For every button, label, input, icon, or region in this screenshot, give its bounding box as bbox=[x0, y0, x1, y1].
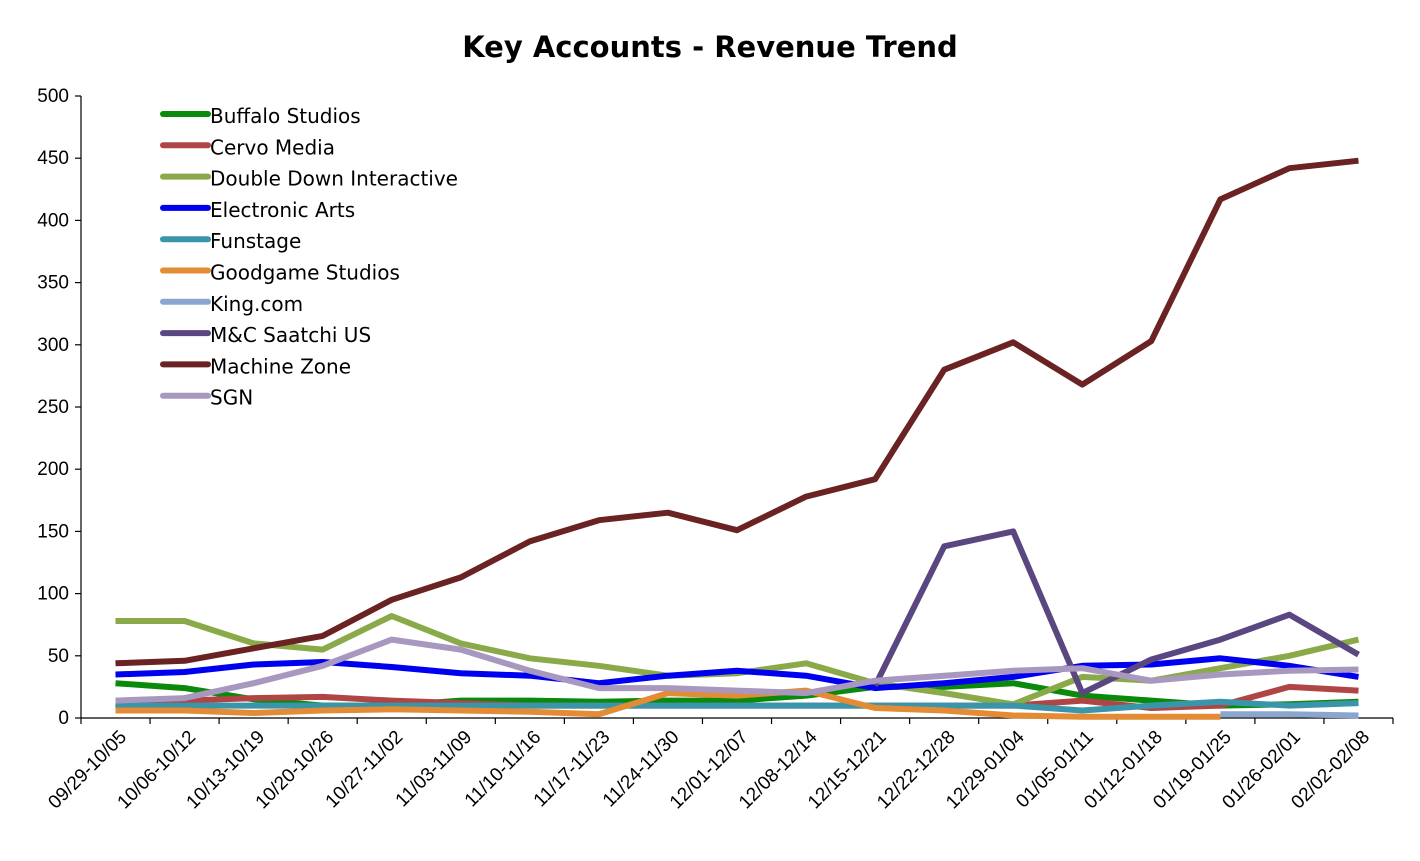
legend-label-machine-zone: Machine Zone bbox=[210, 354, 351, 378]
y-tick-label: 400 bbox=[37, 210, 69, 231]
legend-label-cervo-media: Cervo Media bbox=[210, 135, 335, 159]
series-line-king-com bbox=[1220, 711, 1359, 719]
legend-label-mandc-saatchi-us: M&C Saatchi US bbox=[210, 323, 371, 347]
chart-title: Key Accounts - Revenue Trend bbox=[462, 30, 958, 64]
y-tick-label: 350 bbox=[37, 273, 69, 294]
y-tick-label: 200 bbox=[37, 459, 69, 480]
y-tick-label: 450 bbox=[37, 148, 69, 169]
y-tick-label: 150 bbox=[37, 521, 69, 542]
legend-label-buffalo-studios: Buffalo Studios bbox=[210, 104, 361, 128]
y-tick-label: 100 bbox=[37, 584, 69, 605]
series-line-funstage bbox=[115, 698, 1359, 714]
series-line-electronic-arts bbox=[115, 655, 1359, 692]
y-tick-label: 500 bbox=[37, 86, 69, 107]
y-tick-label: 250 bbox=[37, 397, 69, 418]
legend-label-king-com: King.com bbox=[210, 292, 303, 316]
y-tick-label: 0 bbox=[58, 708, 69, 729]
y-tick-label: 50 bbox=[48, 646, 69, 667]
series-line-goodgame-studios bbox=[115, 687, 1221, 720]
legend-label-funstage: Funstage bbox=[210, 229, 301, 253]
legend: Buffalo Studios Cervo Media Double Down In… bbox=[160, 104, 458, 410]
series-layer bbox=[115, 157, 1361, 720]
series-line-sgn bbox=[115, 636, 1359, 704]
legend-label-electronic-arts: Electronic Arts bbox=[210, 198, 355, 222]
legend-label-goodgame-studios: Goodgame Studios bbox=[210, 261, 400, 285]
series-line-machine-zone bbox=[115, 157, 1359, 667]
legend-label-double-down-interactive: Double Down Interactive bbox=[210, 167, 458, 191]
legend-label-sgn: SGN bbox=[210, 386, 253, 410]
y-tick-label: 300 bbox=[37, 335, 69, 356]
